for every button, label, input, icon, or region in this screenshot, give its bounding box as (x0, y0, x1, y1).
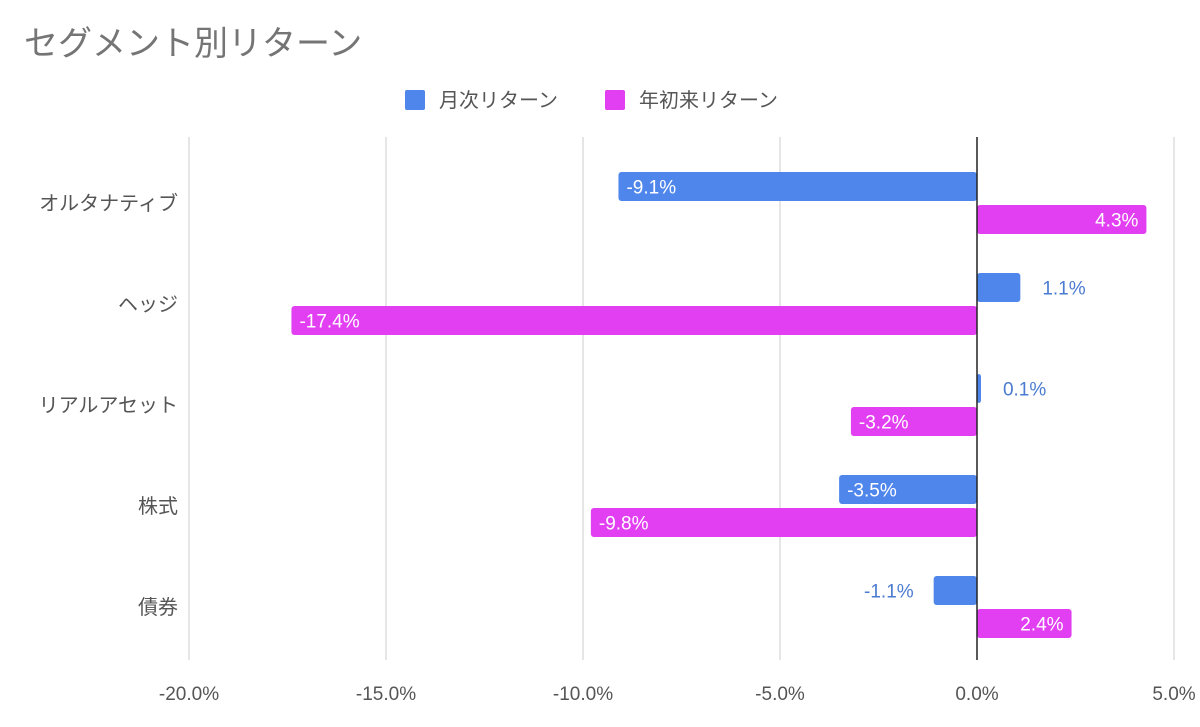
x-tick-label: 5.0% (1152, 684, 1195, 705)
data-label: 4.3% (1095, 211, 1138, 232)
legend-swatch (405, 90, 425, 110)
data-label: -9.8% (599, 514, 649, 535)
bar-ytd (977, 609, 1072, 638)
bar-monthly (977, 273, 1021, 302)
data-label: -3.2% (859, 413, 909, 434)
bar-monthly (933, 576, 977, 605)
data-label: 2.4% (1020, 615, 1063, 636)
x-tick-label: 0.0% (955, 684, 998, 705)
x-tick-label: -15.0% (356, 684, 416, 705)
category-label: 債券 (138, 596, 178, 619)
bar-ytd (977, 205, 1147, 234)
bar-monthly (977, 374, 981, 403)
legend: 月次リターン 年初来リターン (405, 89, 778, 112)
bar-monthly (618, 172, 977, 201)
x-tick-label: -10.0% (553, 684, 613, 705)
bars (291, 172, 1147, 638)
category-label: ヘッジ (118, 294, 178, 316)
category-label: リアルアセット (39, 395, 178, 417)
data-label: 0.1% (1003, 380, 1046, 401)
legend-label: 月次リターン (439, 89, 558, 112)
x-tick-label: -5.0% (755, 684, 805, 705)
gridlines: -20.0% -15.0% -10.0% -5.0% 0.0% 5.0% (159, 137, 1196, 705)
category-label: オルタナティブ (39, 191, 178, 215)
data-label: -3.5% (847, 481, 897, 502)
category-label: 株式 (138, 495, 178, 518)
bar-ytd (850, 407, 977, 436)
data-label: -17.4% (299, 312, 359, 333)
bar-monthly (839, 475, 977, 504)
data-label: -9.1% (626, 178, 676, 199)
labels: オルタナティブ -9.1% 4.3% ヘッジ 1.1% -17.4% リアルアセット 0.1%… (39, 137, 1139, 660)
data-label: -1.1% (864, 582, 914, 603)
chart-title: セグメント別リターン (24, 25, 362, 63)
x-tick-label: -20.0% (159, 684, 219, 705)
legend-label: 年初来リターン (639, 89, 778, 112)
legend-swatch (605, 90, 625, 110)
bar-ytd (590, 508, 977, 537)
bar-ytd (291, 306, 977, 335)
data-label: 1.1% (1042, 279, 1085, 300)
